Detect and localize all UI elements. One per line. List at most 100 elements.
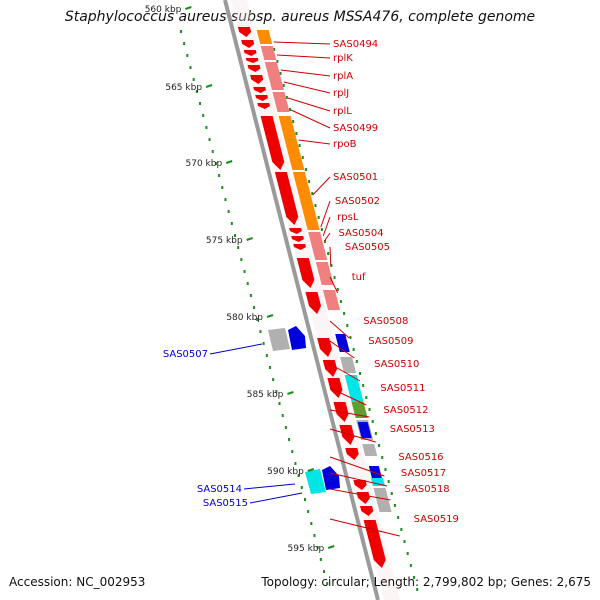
scale-label: 575 kbp — [206, 236, 243, 246]
gc-dot — [221, 186, 224, 189]
map-title: Staphylococcus aureus subsp. aureus MSSA… — [64, 9, 536, 25]
gc-dot — [371, 420, 374, 423]
scale-label: 595 kbp — [288, 544, 325, 554]
forward-gene-0 — [237, 27, 252, 37]
forward-gene-13 — [293, 244, 306, 250]
gene-label-tuf: tuf — [352, 272, 366, 283]
gc-dot — [301, 156, 304, 159]
gene-label-sas0511: SAS0511 — [380, 383, 425, 394]
leader-line — [329, 488, 391, 501]
gc-dot — [314, 204, 317, 207]
gc-dot — [336, 288, 339, 291]
leader-line — [320, 200, 331, 228]
gc-dot — [311, 192, 314, 195]
gc-dot — [310, 522, 313, 525]
forward-gene-20 — [339, 425, 355, 445]
gene-label-rpob: rpoB — [333, 139, 357, 150]
forward-gene-14 — [296, 258, 315, 288]
gene-label-sas0519: SAS0519 — [414, 514, 459, 525]
cog-box-0 — [256, 30, 273, 44]
leader-line-left — [249, 492, 303, 504]
gc-dot — [189, 66, 192, 69]
gene-label-rpla: rplA — [333, 71, 353, 82]
gc-dot — [268, 366, 271, 369]
forward-gene-16 — [317, 338, 332, 357]
gene-label-sas0517: SAS0517 — [401, 468, 446, 479]
scale-tick — [266, 314, 274, 318]
scale-tick — [307, 468, 315, 472]
forward-gene-17 — [322, 360, 338, 377]
gc-dot — [326, 582, 329, 585]
gene-label-sas0499: SAS0499 — [333, 123, 378, 134]
gc-dot — [400, 528, 403, 531]
forward-gene-2 — [243, 50, 257, 56]
gene-label-rpll: rplL — [333, 106, 352, 117]
reverse-gene-2 — [368, 466, 382, 478]
forward-gene-21 — [345, 448, 359, 460]
scale-tick — [246, 237, 253, 241]
gene-label-sas0515: SAS0515 — [203, 498, 248, 509]
gc-dot — [362, 384, 365, 387]
gc-dot — [214, 162, 217, 165]
leader-line — [329, 246, 332, 267]
gc-dot — [358, 372, 361, 375]
gene-label-sas0502: SAS0502 — [335, 196, 380, 207]
leader-line-left — [243, 483, 296, 490]
gc-dot — [303, 498, 306, 501]
gc-dot — [284, 426, 287, 429]
gc-dot — [243, 270, 246, 273]
leader-line — [290, 109, 331, 129]
forward-gene-12 — [291, 236, 304, 242]
gc-dot — [240, 258, 243, 261]
leader-line — [329, 276, 339, 294]
gc-dot — [319, 558, 322, 561]
gc-dot — [246, 282, 249, 285]
cog-box-5 — [278, 116, 305, 170]
gc-dot — [333, 276, 336, 279]
gc-dot — [272, 378, 275, 381]
gc-dot — [390, 492, 393, 495]
gc-dot — [199, 102, 202, 105]
gene-label-sas0510: SAS0510 — [374, 359, 419, 370]
cog-box-3 — [264, 62, 284, 90]
gc-dot — [352, 348, 355, 351]
reverse-gene-left-1 — [322, 466, 340, 490]
gc-dot — [282, 84, 285, 87]
forward-gene-15 — [305, 292, 322, 314]
scale-tick — [205, 84, 213, 88]
gc-dot — [374, 432, 377, 435]
forward-gene-24 — [360, 506, 374, 516]
gc-dot — [406, 552, 409, 555]
leader-line — [298, 139, 331, 145]
cog-box-7 — [308, 232, 328, 260]
gc-dot — [273, 48, 276, 51]
gc-dot — [368, 408, 371, 411]
gc-dot — [208, 138, 211, 141]
gc-dot — [307, 510, 310, 513]
gene-label-sas0505: SAS0505 — [345, 242, 390, 253]
leader-line — [329, 472, 388, 487]
gc-dot — [330, 264, 333, 267]
scale-ticks: 560 kbp 565 kbp 570 kbp 575 kbp 580 kbp 585 k… — [145, 5, 335, 554]
leader-line — [280, 69, 331, 77]
leader-line — [329, 428, 376, 443]
forward-gene-23 — [356, 492, 370, 504]
gc-dot — [297, 474, 300, 477]
genome-summary-text: Topology: circular; Length: 2,799,802 bp… — [261, 575, 591, 589]
gc-dot — [276, 60, 279, 63]
cog-box-8 — [315, 262, 334, 285]
reverse-gene-left-0 — [288, 326, 306, 350]
forward-gene-3 — [245, 58, 259, 63]
gene-label-sas0509: SAS0509 — [368, 336, 413, 347]
gc-dot — [393, 504, 396, 507]
leader-line — [329, 409, 370, 418]
gc-dot — [416, 588, 419, 591]
gc-dot — [253, 306, 256, 309]
gc-dot — [294, 462, 297, 465]
gc-dot — [381, 456, 384, 459]
gc-dot — [403, 540, 406, 543]
forward-gene-9 — [260, 116, 285, 170]
cog-box-6 — [292, 172, 320, 230]
gc-dot — [397, 516, 400, 519]
